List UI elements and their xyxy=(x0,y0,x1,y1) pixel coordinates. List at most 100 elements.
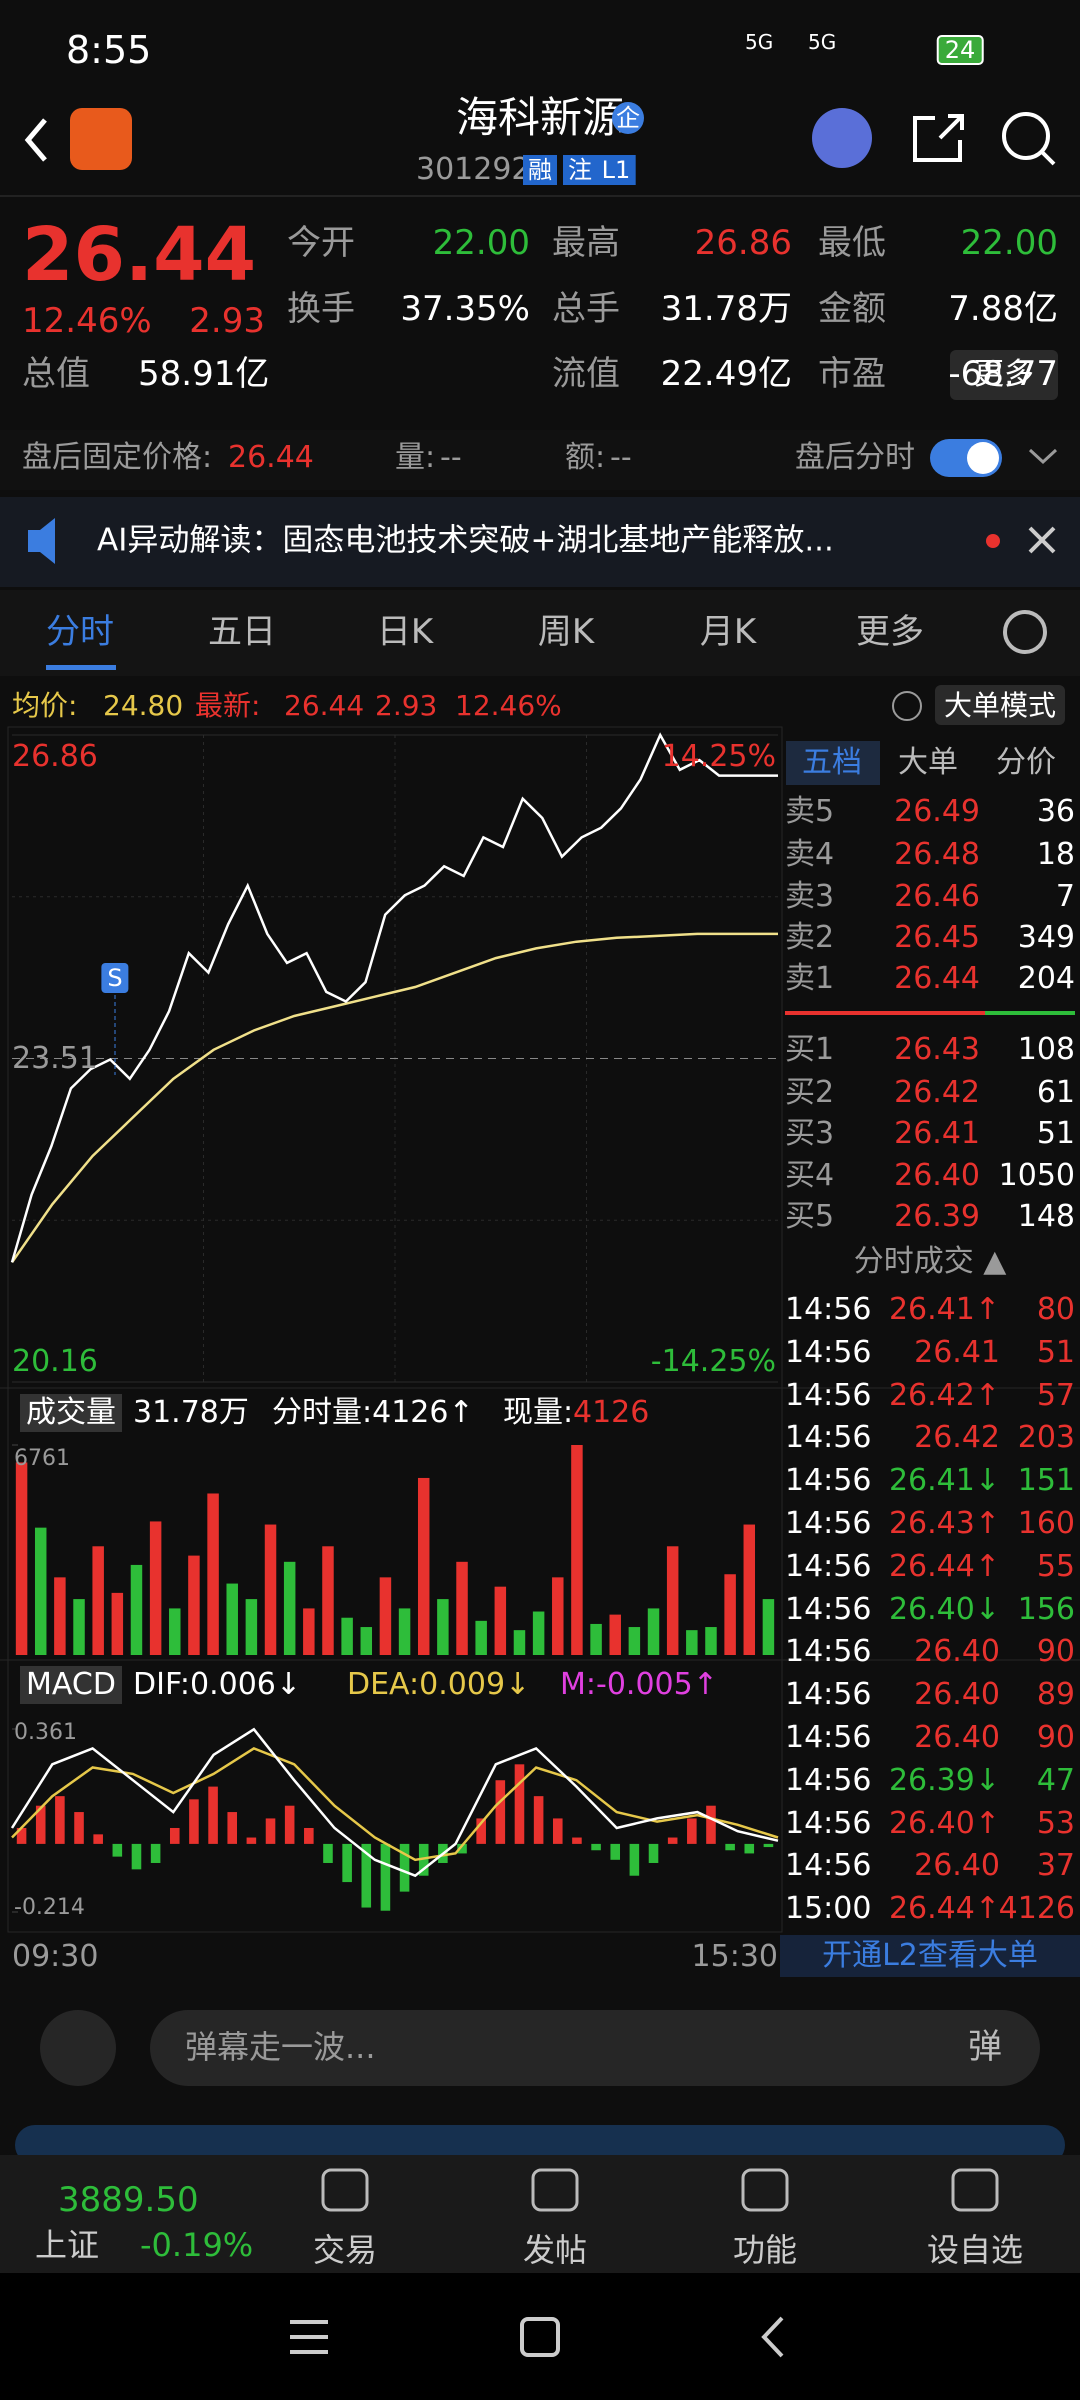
trade-vol: 55 xyxy=(1036,1548,1075,1584)
chg: 2.93 xyxy=(375,689,438,722)
nav-item[interactable]: 设自选 xyxy=(926,2231,1024,2269)
l2-link[interactable]: 开通L2查看大单 xyxy=(822,1938,1038,1973)
chevron xyxy=(1028,448,1058,465)
trade-vol: 47 xyxy=(1036,1762,1075,1798)
volume-bar xyxy=(590,1623,602,1655)
volume-bar xyxy=(513,1630,526,1655)
macd-bar xyxy=(131,1843,142,1870)
macd-bar xyxy=(323,1843,333,1863)
volume-bar xyxy=(169,1608,181,1655)
trade-time: 14:56 xyxy=(785,1677,872,1713)
trade-price: 26.42 xyxy=(914,1420,1000,1456)
trade-price: 26.40 xyxy=(914,1720,1000,1755)
ai-banner[interactable] xyxy=(0,497,1080,587)
more-button[interactable]: 更多 xyxy=(974,357,1034,392)
y-tick-label: 20.16 xyxy=(12,1344,98,1379)
volume-bar xyxy=(475,1620,487,1655)
tab[interactable]: 周K xyxy=(537,612,595,652)
nav-item[interactable]: 交易 xyxy=(312,2231,378,2269)
macd-bar xyxy=(74,1812,84,1844)
macd-bar xyxy=(552,1818,563,1844)
trade-vol: 80 xyxy=(1036,1292,1075,1327)
sys-home xyxy=(520,2317,560,2357)
comment-input[interactable] xyxy=(150,2010,1040,2086)
tab-underline xyxy=(46,665,116,670)
trade-vol: 57 xyxy=(1036,1377,1075,1413)
volume-bar xyxy=(92,1546,104,1655)
more-button[interactable] xyxy=(950,350,1058,400)
book-tab[interactable]: 五档 xyxy=(802,745,862,780)
volume-label: 成交量 xyxy=(20,1394,122,1432)
macd-bar xyxy=(246,1837,257,1844)
tab-bar xyxy=(0,590,1080,676)
macd-bar xyxy=(495,1780,506,1844)
macd-bar xyxy=(208,1786,218,1844)
tab[interactable]: 五日 xyxy=(208,612,276,652)
book-label: 买3 xyxy=(785,1116,835,1151)
trade-time: 14:56 xyxy=(785,1634,872,1670)
now-label: 现量: xyxy=(503,1395,574,1430)
macd-bar xyxy=(112,1843,123,1857)
comment-button[interactable]: 弹 xyxy=(968,2027,1002,2067)
bottom-nav xyxy=(0,2155,1080,2273)
field-label: 最高 xyxy=(552,223,620,263)
mode-button[interactable]: 大单模式 xyxy=(943,689,1057,722)
volume-bar xyxy=(762,1599,775,1655)
back-icon xyxy=(24,118,47,162)
toggle[interactable] xyxy=(930,439,1002,477)
volume-bar xyxy=(341,1617,353,1655)
trade-price: 26.44↑ xyxy=(888,1548,1000,1584)
l2-banner[interactable] xyxy=(780,1935,1080,1977)
book-tab[interactable]: 分价 xyxy=(996,745,1056,780)
mode-button[interactable] xyxy=(935,685,1065,725)
comment-placeholder[interactable]: 弹幕走一波... xyxy=(185,2028,376,2066)
nav-item[interactable]: 功能 xyxy=(732,2231,798,2269)
book-price: 26.40 xyxy=(894,1158,980,1193)
nav-item[interactable]: 发帖 xyxy=(522,2231,588,2269)
book-vol: 7 xyxy=(1055,879,1075,914)
after-amt: -- xyxy=(610,440,632,475)
book-label: 卖1 xyxy=(785,961,835,996)
index-value: 3889.50 xyxy=(58,2180,199,2220)
volume-bar xyxy=(34,1527,47,1655)
share-icon xyxy=(913,114,964,162)
macd-bar xyxy=(265,1818,276,1844)
trade-vol: 51 xyxy=(1036,1334,1075,1370)
field-label: 总值 xyxy=(22,354,90,394)
stock-name: 海科新源 xyxy=(455,93,625,142)
tab[interactable]: 分时 xyxy=(46,612,114,652)
volume-bar xyxy=(724,1574,736,1655)
macd-bar xyxy=(418,1843,429,1876)
volume-bar xyxy=(666,1546,679,1655)
trade-time: 14:56 xyxy=(785,1377,872,1413)
y2-tick-label: 14.25% xyxy=(661,739,776,774)
trade-time: 14:56 xyxy=(785,1591,872,1627)
volume-bar xyxy=(245,1599,258,1655)
volume-bar xyxy=(73,1599,85,1655)
book-price: 26.46 xyxy=(894,879,980,914)
book-price: 26.49 xyxy=(894,794,980,829)
badge: 企 xyxy=(612,102,644,134)
ai-text[interactable]: AI异动解读：固态电池技术突破+湖北基地产能释放... xyxy=(97,522,834,559)
volume-bar xyxy=(609,1614,621,1655)
volume-bar xyxy=(303,1608,315,1655)
trade-vol: 89 xyxy=(1036,1677,1075,1713)
dif: DIF:0.006↓ xyxy=(133,1667,302,1702)
dea: DEA:0.009↓ xyxy=(347,1667,531,1702)
trade-vol: 4126 xyxy=(998,1891,1075,1927)
comment-icon[interactable] xyxy=(40,2010,116,2086)
nav-icon xyxy=(741,2168,789,2212)
tag: 注 xyxy=(563,155,597,185)
volume-bar xyxy=(398,1608,411,1655)
macd-bar xyxy=(93,1834,103,1844)
trade-time: 14:56 xyxy=(785,1805,872,1841)
tick-volume: 分时量:4126↑ xyxy=(272,1395,474,1430)
battery: 24 xyxy=(936,35,984,65)
x-tick-label: 15:30 xyxy=(691,1939,778,1974)
macd-bar xyxy=(457,1843,467,1854)
tab[interactable]: 月K xyxy=(699,612,757,652)
tab[interactable]: 日K xyxy=(376,612,434,652)
field-value: 22.49亿 xyxy=(660,354,792,394)
tab[interactable]: 更多 xyxy=(856,612,924,652)
book-tab[interactable]: 大单 xyxy=(898,745,958,780)
